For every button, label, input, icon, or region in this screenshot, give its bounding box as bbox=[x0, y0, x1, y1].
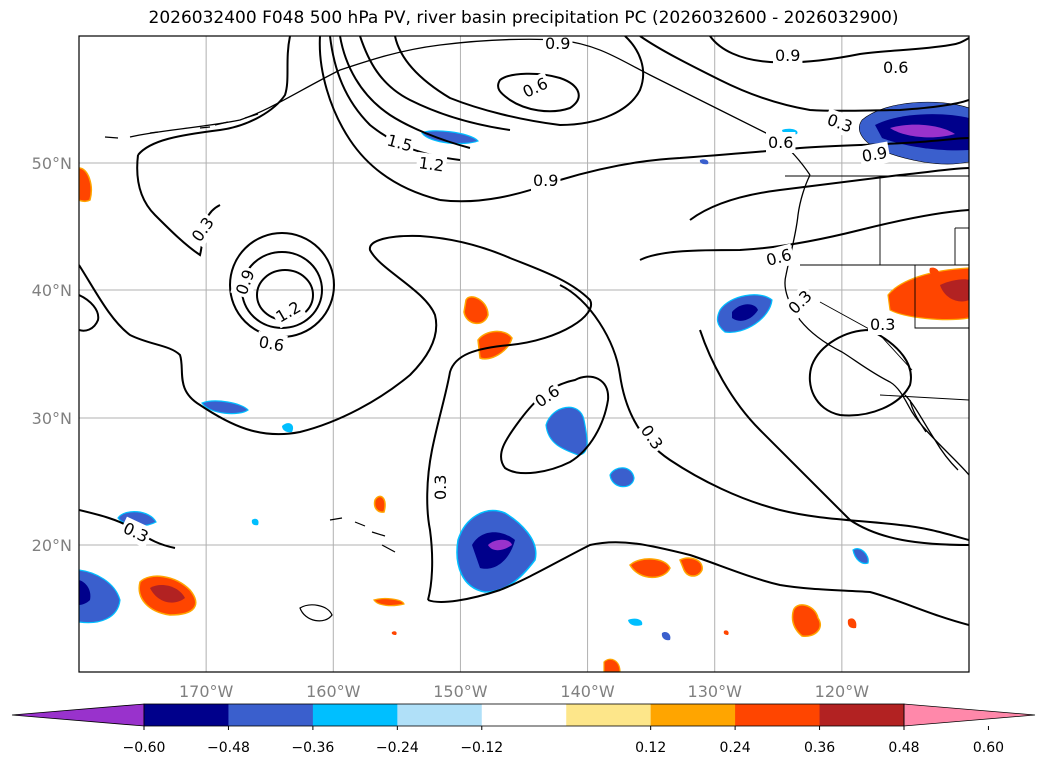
contour-label: 0.9 bbox=[775, 46, 800, 65]
colorbar-tick-label: −0.36 bbox=[291, 740, 334, 756]
coastlines bbox=[104, 38, 969, 476]
colorbar-extend-min bbox=[11, 703, 145, 727]
contour-label-bg bbox=[782, 284, 818, 320]
contour-label-bg bbox=[634, 419, 669, 456]
colorbar-tick-label: 0.48 bbox=[888, 740, 919, 756]
contour-label-bg bbox=[773, 45, 803, 66]
contour-label-bg bbox=[766, 132, 796, 153]
contour-label-bg bbox=[415, 151, 448, 177]
contour-label: 0.6 bbox=[768, 133, 793, 152]
contour-label-bg bbox=[517, 71, 553, 104]
contour-label: 0.6 bbox=[883, 58, 908, 77]
contour-label-bg bbox=[270, 295, 307, 329]
lon-tick-label: 120°W bbox=[815, 682, 870, 701]
colorbar-tick-label: −0.48 bbox=[207, 740, 250, 756]
contour-label-bg bbox=[118, 516, 154, 549]
contour-label: 0.3 bbox=[870, 315, 895, 334]
contour-label: 0.3 bbox=[431, 475, 450, 500]
contour-label-bg bbox=[881, 57, 911, 78]
colorbar-segment bbox=[566, 704, 652, 726]
colorbar-tick-label: 0.36 bbox=[804, 740, 835, 756]
colorbar-border bbox=[143, 703, 905, 727]
colorbar-tick-label: 0.24 bbox=[720, 740, 751, 756]
colorbar-segment bbox=[312, 704, 398, 726]
colorbar-segment bbox=[481, 704, 567, 726]
islands bbox=[299, 517, 396, 622]
contour-label-bg bbox=[868, 314, 898, 335]
map-frame bbox=[78, 35, 970, 673]
colorbar-extend-max bbox=[903, 703, 1036, 727]
colorbar: −0.60 −0.48 −0.36 −0.24 −0.12 0.12 0.24 0.36 0.4… bbox=[11, 703, 1036, 756]
contour-label-bg bbox=[531, 170, 561, 191]
contour-label: 0.9 bbox=[860, 143, 888, 166]
contour-label-bg bbox=[382, 129, 417, 157]
map-title: 2026032400 F048 500 hPa PV, river basin … bbox=[148, 8, 899, 28]
colorbar-segment bbox=[228, 704, 314, 726]
lon-tick-label: 130°W bbox=[688, 682, 743, 701]
colorbar-segment bbox=[735, 704, 821, 726]
lat-tick-label: 40°N bbox=[32, 281, 72, 300]
colorbar-segment bbox=[144, 704, 229, 726]
latitude-labels: 50°N 40°N 30°N 20°N bbox=[32, 154, 72, 555]
lat-tick-label: 30°N bbox=[32, 409, 72, 428]
contour-label-bg bbox=[543, 36, 573, 54]
lat-tick-label: 20°N bbox=[32, 536, 72, 555]
contour-label: 0.6 bbox=[257, 332, 285, 355]
contour-label-bg bbox=[529, 379, 566, 414]
contour-label-bg bbox=[761, 243, 796, 272]
contour-label-bg bbox=[230, 264, 261, 300]
lon-tick-label: 150°W bbox=[433, 682, 488, 701]
colorbar-tick-label: −0.12 bbox=[460, 740, 503, 756]
contour-label: 0.9 bbox=[545, 34, 570, 53]
contour-label-bg bbox=[430, 472, 451, 502]
colorbar-segment bbox=[650, 704, 736, 726]
lat-tick-label: 50°N bbox=[32, 154, 72, 173]
contour-label: 0.9 bbox=[533, 171, 558, 190]
gridlines bbox=[79, 36, 969, 672]
colorbar-tick-label: −0.24 bbox=[376, 740, 419, 756]
lon-tick-label: 160°W bbox=[306, 682, 361, 701]
contour-label-bg bbox=[255, 330, 288, 357]
contour-label-bg bbox=[822, 108, 858, 139]
precip-shading bbox=[79, 101, 969, 672]
contour-label-bg bbox=[185, 211, 220, 248]
lon-tick-label: 140°W bbox=[560, 682, 615, 701]
colorbar-segment bbox=[397, 704, 483, 726]
longitude-labels: 170°W 160°W 150°W 140°W 130°W 120°W bbox=[179, 682, 869, 701]
colorbar-tick-label: −0.60 bbox=[123, 740, 166, 756]
lon-tick-label: 170°W bbox=[179, 682, 234, 701]
colorbar-segment bbox=[819, 704, 905, 726]
colorbar-tick-label: 0.12 bbox=[635, 740, 666, 756]
contour-label-bg bbox=[858, 141, 891, 168]
contour-label: 1.2 bbox=[417, 153, 445, 175]
colorbar-tick-label: 0.60 bbox=[973, 740, 1004, 756]
